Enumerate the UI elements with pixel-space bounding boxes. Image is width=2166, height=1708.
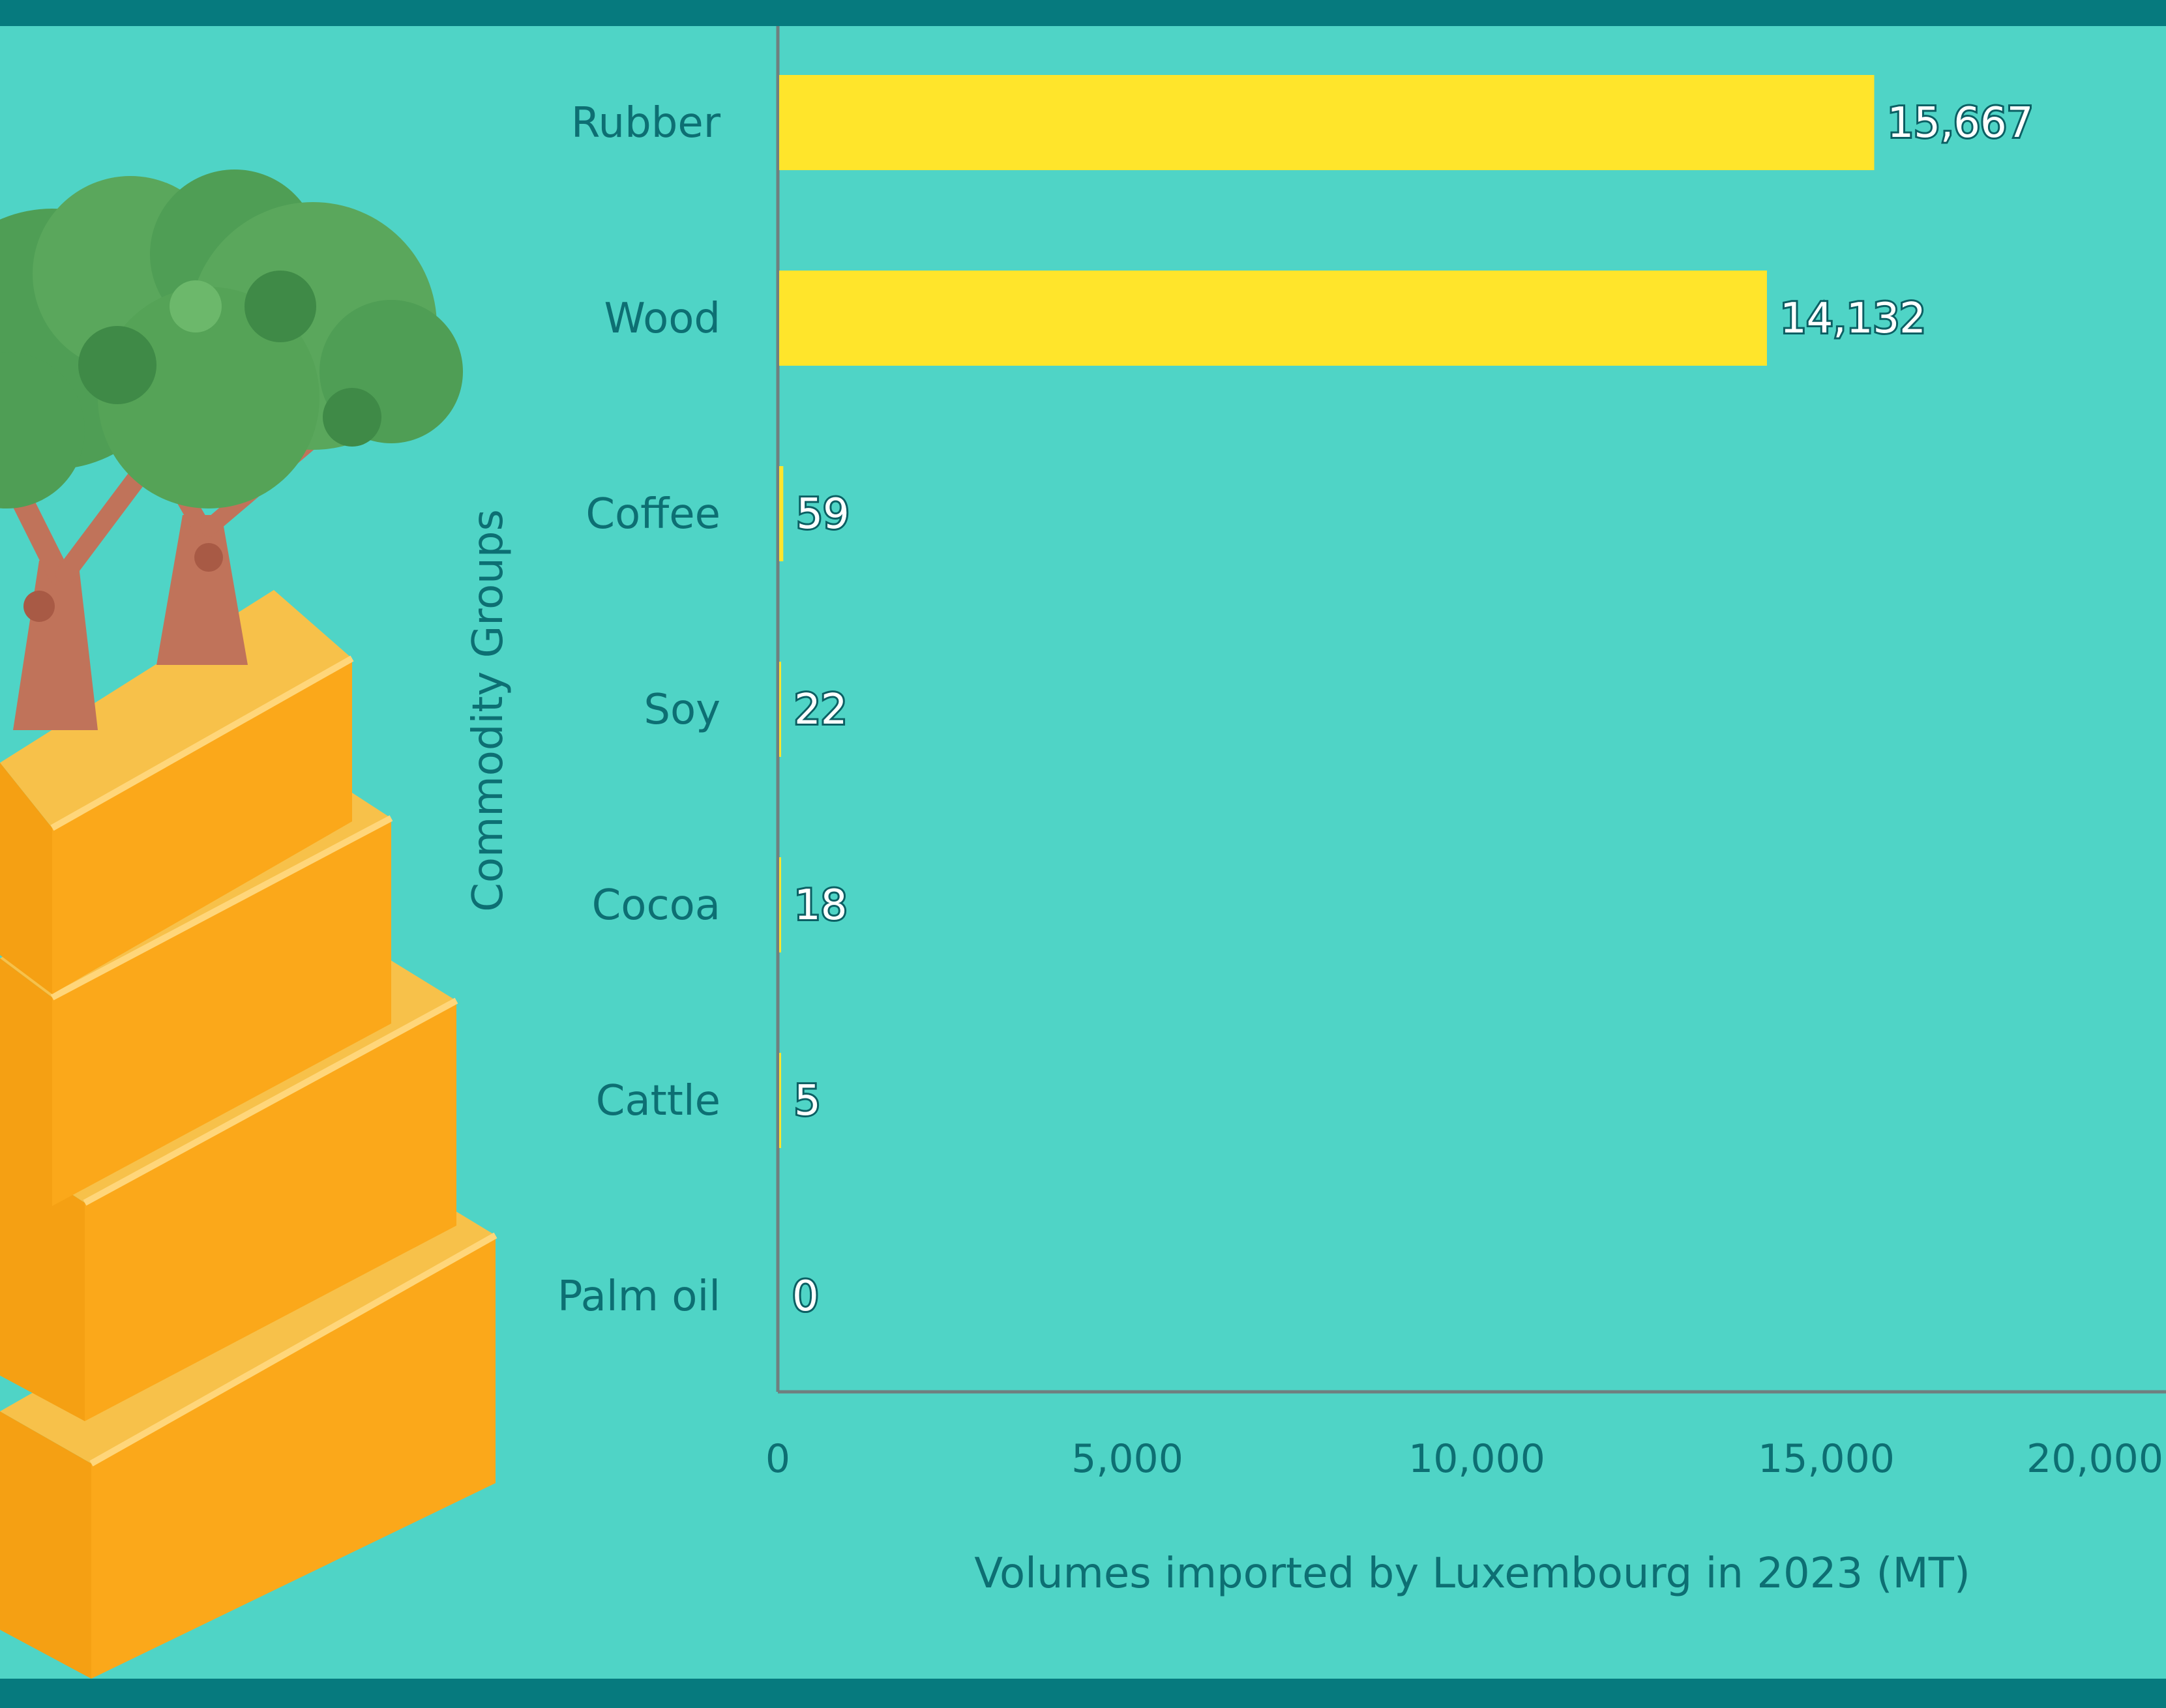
category-label: Coffee bbox=[586, 490, 720, 538]
value-label: 18 bbox=[794, 881, 847, 930]
category-label: Wood bbox=[604, 295, 720, 343]
bar-cattle bbox=[779, 1053, 781, 1148]
category-label: Rubber bbox=[571, 99, 721, 147]
bar-soy bbox=[779, 662, 781, 757]
x-tick-label: 20,000 bbox=[2026, 1436, 2163, 1482]
x-axis-title: Volumes imported by Luxembourg in 2023 (… bbox=[974, 1550, 1970, 1598]
x-tick-label: 15,000 bbox=[1758, 1436, 1895, 1482]
category-label: Cocoa bbox=[592, 881, 720, 930]
category-label: Palm oil bbox=[557, 1273, 720, 1321]
x-tick-label: 10,000 bbox=[1408, 1436, 1545, 1482]
value-labels: 15,667 14,132 59 22 18 5 0 bbox=[790, 97, 2035, 1323]
value-label: 15,667 bbox=[1888, 99, 2034, 147]
bar-wood bbox=[779, 271, 1767, 366]
tree-icon bbox=[0, 169, 463, 730]
bar-cocoa bbox=[779, 857, 781, 952]
x-tick-labels: 0 5,000 10,000 15,000 20,000 bbox=[765, 1436, 2163, 1482]
y-axis-title: Commodity Groups bbox=[464, 509, 512, 912]
value-label: 22 bbox=[794, 686, 847, 734]
bars-group bbox=[779, 75, 1875, 1148]
top-band bbox=[0, 0, 2166, 26]
bottom-band bbox=[0, 1679, 2166, 1708]
tree-on-containers-illustration bbox=[0, 169, 497, 1679]
value-label: 59 bbox=[796, 490, 849, 538]
value-label: 14,132 bbox=[1780, 295, 1926, 343]
category-labels: Rubber Wood Coffee Soy Cocoa Cattle Palm oil bbox=[557, 99, 721, 1321]
category-label: Soy bbox=[644, 686, 720, 734]
value-label: 5 bbox=[794, 1077, 821, 1125]
x-tick-label: 0 bbox=[765, 1436, 790, 1482]
category-label: Cattle bbox=[596, 1077, 720, 1125]
x-tick-label: 5,000 bbox=[1071, 1436, 1183, 1482]
bar-coffee bbox=[779, 466, 784, 561]
shipping-container-icon bbox=[0, 590, 354, 994]
value-label: 0 bbox=[792, 1273, 819, 1321]
bar-rubber bbox=[779, 75, 1875, 170]
